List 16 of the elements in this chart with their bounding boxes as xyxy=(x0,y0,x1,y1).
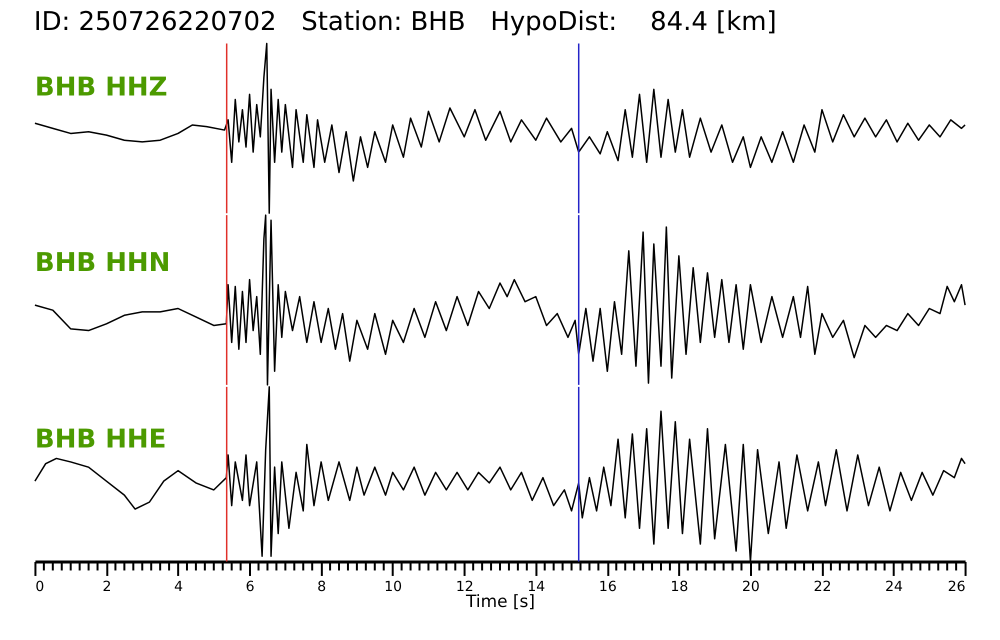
series-label: BHB HHN xyxy=(34,248,170,278)
x-tick-label: 16 xyxy=(598,578,617,595)
x-tick-label: 24 xyxy=(885,578,904,595)
x-tick-label: 8 xyxy=(317,578,326,595)
x-tick-label: 20 xyxy=(742,578,760,595)
x-tick-label: 6 xyxy=(246,578,255,595)
series-label: BHB HHZ xyxy=(34,72,168,102)
x-tick-label: 10 xyxy=(384,578,402,595)
x-tick-label: 0 xyxy=(35,578,44,595)
x-tick-label: 26 xyxy=(948,578,966,595)
x-tick-label: 2 xyxy=(102,578,112,595)
series-label: BHB HHE xyxy=(34,424,166,455)
x-tick-label: 18 xyxy=(670,578,688,595)
x-tick-label: 4 xyxy=(174,578,184,595)
x-tick-label: 22 xyxy=(814,578,832,595)
chart-title: ID: 250726220702 Station: BHB HypoDist: 84.4 [km] xyxy=(34,6,777,37)
